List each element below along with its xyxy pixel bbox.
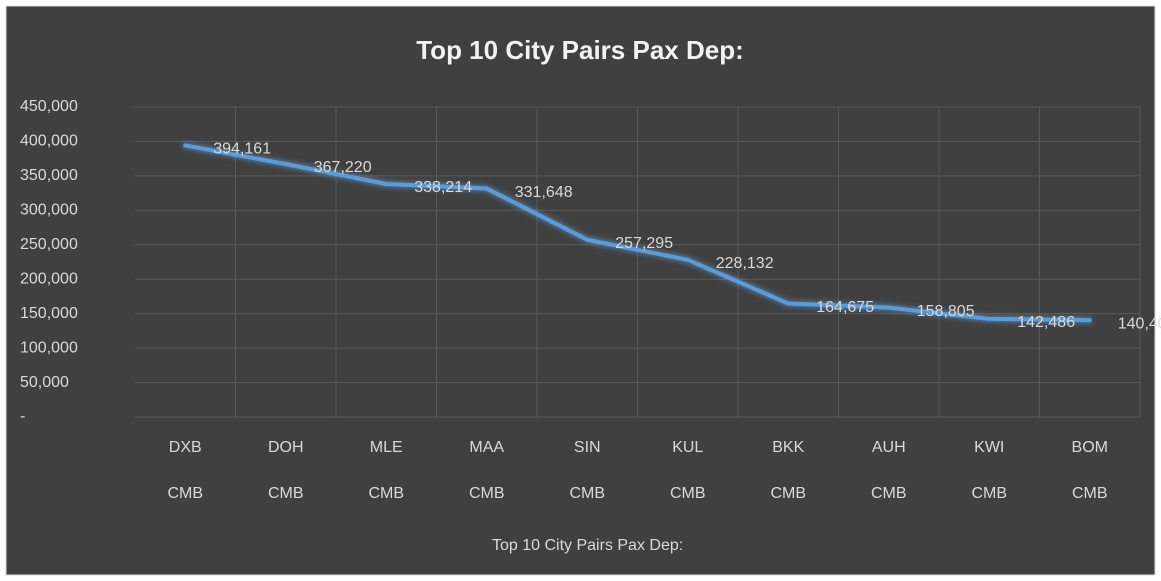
- x-tick-label: MLE: [370, 439, 403, 456]
- y-tick-label: 450,000: [20, 98, 78, 115]
- x-tick-label: CMB: [871, 485, 907, 502]
- x-tick-label: DOH: [268, 439, 304, 456]
- y-tick-label: 50,000: [20, 374, 69, 391]
- x-tick-label: BOM: [1072, 439, 1108, 456]
- y-tick-label: 200,000: [20, 270, 78, 287]
- data-label: 394,161: [213, 141, 271, 158]
- y-tick-label: 100,000: [20, 339, 78, 356]
- line: [183, 143, 1092, 323]
- y-tick-label: 250,000: [20, 236, 78, 253]
- x-tick-label: BKK: [772, 439, 804, 456]
- x-tick-label: AUH: [872, 439, 906, 456]
- x-tick-label: CMB: [268, 485, 304, 502]
- x-tick-label: CMB: [670, 485, 706, 502]
- x-tick-label: CMB: [770, 485, 806, 502]
- y-tick-label: 150,000: [20, 305, 78, 322]
- chart-background: [5, 5, 1156, 576]
- x-tick-label: MAA: [469, 439, 504, 456]
- data-label: 158,805: [917, 303, 975, 320]
- x-tick-label: CMB: [971, 485, 1007, 502]
- x-tick-label: SIN: [574, 439, 601, 456]
- data-label: 338,214: [414, 179, 472, 196]
- y-tick-label: 350,000: [20, 167, 78, 184]
- data-label: 367,220: [314, 159, 372, 176]
- y-tick-label: 400,000: [20, 133, 78, 150]
- legend-label: Top 10 City Pairs Pax Dep:: [492, 537, 683, 554]
- x-tick-label: CMB: [368, 485, 404, 502]
- data-label: 140,403: [1118, 315, 1161, 332]
- x-tick-label: KWI: [974, 439, 1004, 456]
- data-label: 142,486: [1017, 314, 1075, 331]
- x-tick-label: CMB: [469, 485, 505, 502]
- y-tick-label: -: [20, 408, 25, 425]
- data-label: 164,675: [816, 299, 874, 316]
- chart-title: Top 10 City Pairs Pax Dep:: [416, 35, 744, 65]
- x-tick-label: CMB: [1072, 485, 1108, 502]
- data-label: 228,132: [716, 255, 774, 272]
- x-tick-label: KUL: [672, 439, 703, 456]
- data-label: 331,648: [515, 184, 573, 201]
- x-tick-label: DXB: [169, 439, 202, 456]
- y-tick-label: 300,000: [20, 202, 78, 219]
- x-tick-label: CMB: [569, 485, 605, 502]
- data-label: 257,295: [615, 235, 673, 252]
- x-tick-label: CMB: [167, 485, 203, 502]
